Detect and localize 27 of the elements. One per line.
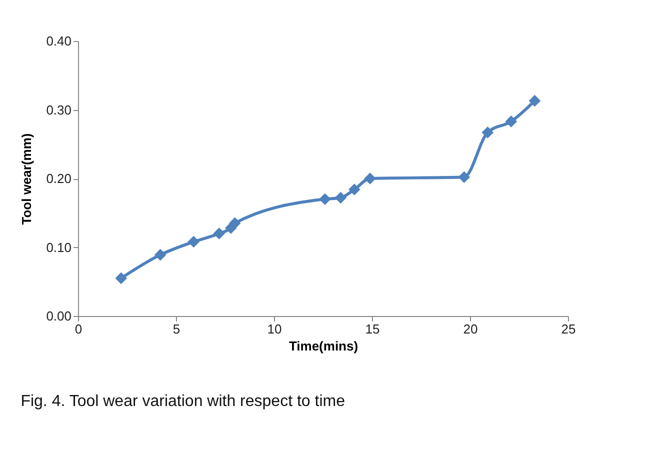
point <box>458 171 470 184</box>
point <box>154 248 166 261</box>
point <box>319 193 331 206</box>
caption: Fig. 4. Tool wear variation with respect to time <box>20 393 346 410</box>
x-tick-label: 15 <box>365 322 380 336</box>
y-axis-title: Tool wear(mm) <box>19 133 34 225</box>
point <box>364 172 376 184</box>
y-tick-label: 0.10 <box>46 240 72 255</box>
y-tick-label: 0.20 <box>46 171 72 186</box>
point <box>528 94 541 107</box>
point <box>505 116 518 128</box>
point <box>213 228 226 240</box>
x-tick-label: 25 <box>561 322 576 336</box>
point <box>482 126 494 138</box>
y-tick-label: 0.40 <box>46 34 72 48</box>
point <box>188 236 200 248</box>
x-tick-label: 20 <box>463 322 478 336</box>
x-tick-label: 5 <box>172 322 180 336</box>
x-axis-title: Time(mins) <box>288 338 358 354</box>
point <box>228 217 241 230</box>
point <box>348 184 360 196</box>
y-tick-label: 0.00 <box>46 308 72 324</box>
y-tick-label: 0.30 <box>46 102 72 118</box>
point <box>115 272 128 284</box>
point <box>334 192 347 204</box>
x-tick-label: 0 <box>74 322 82 336</box>
x-tick-label: 10 <box>267 322 282 336</box>
